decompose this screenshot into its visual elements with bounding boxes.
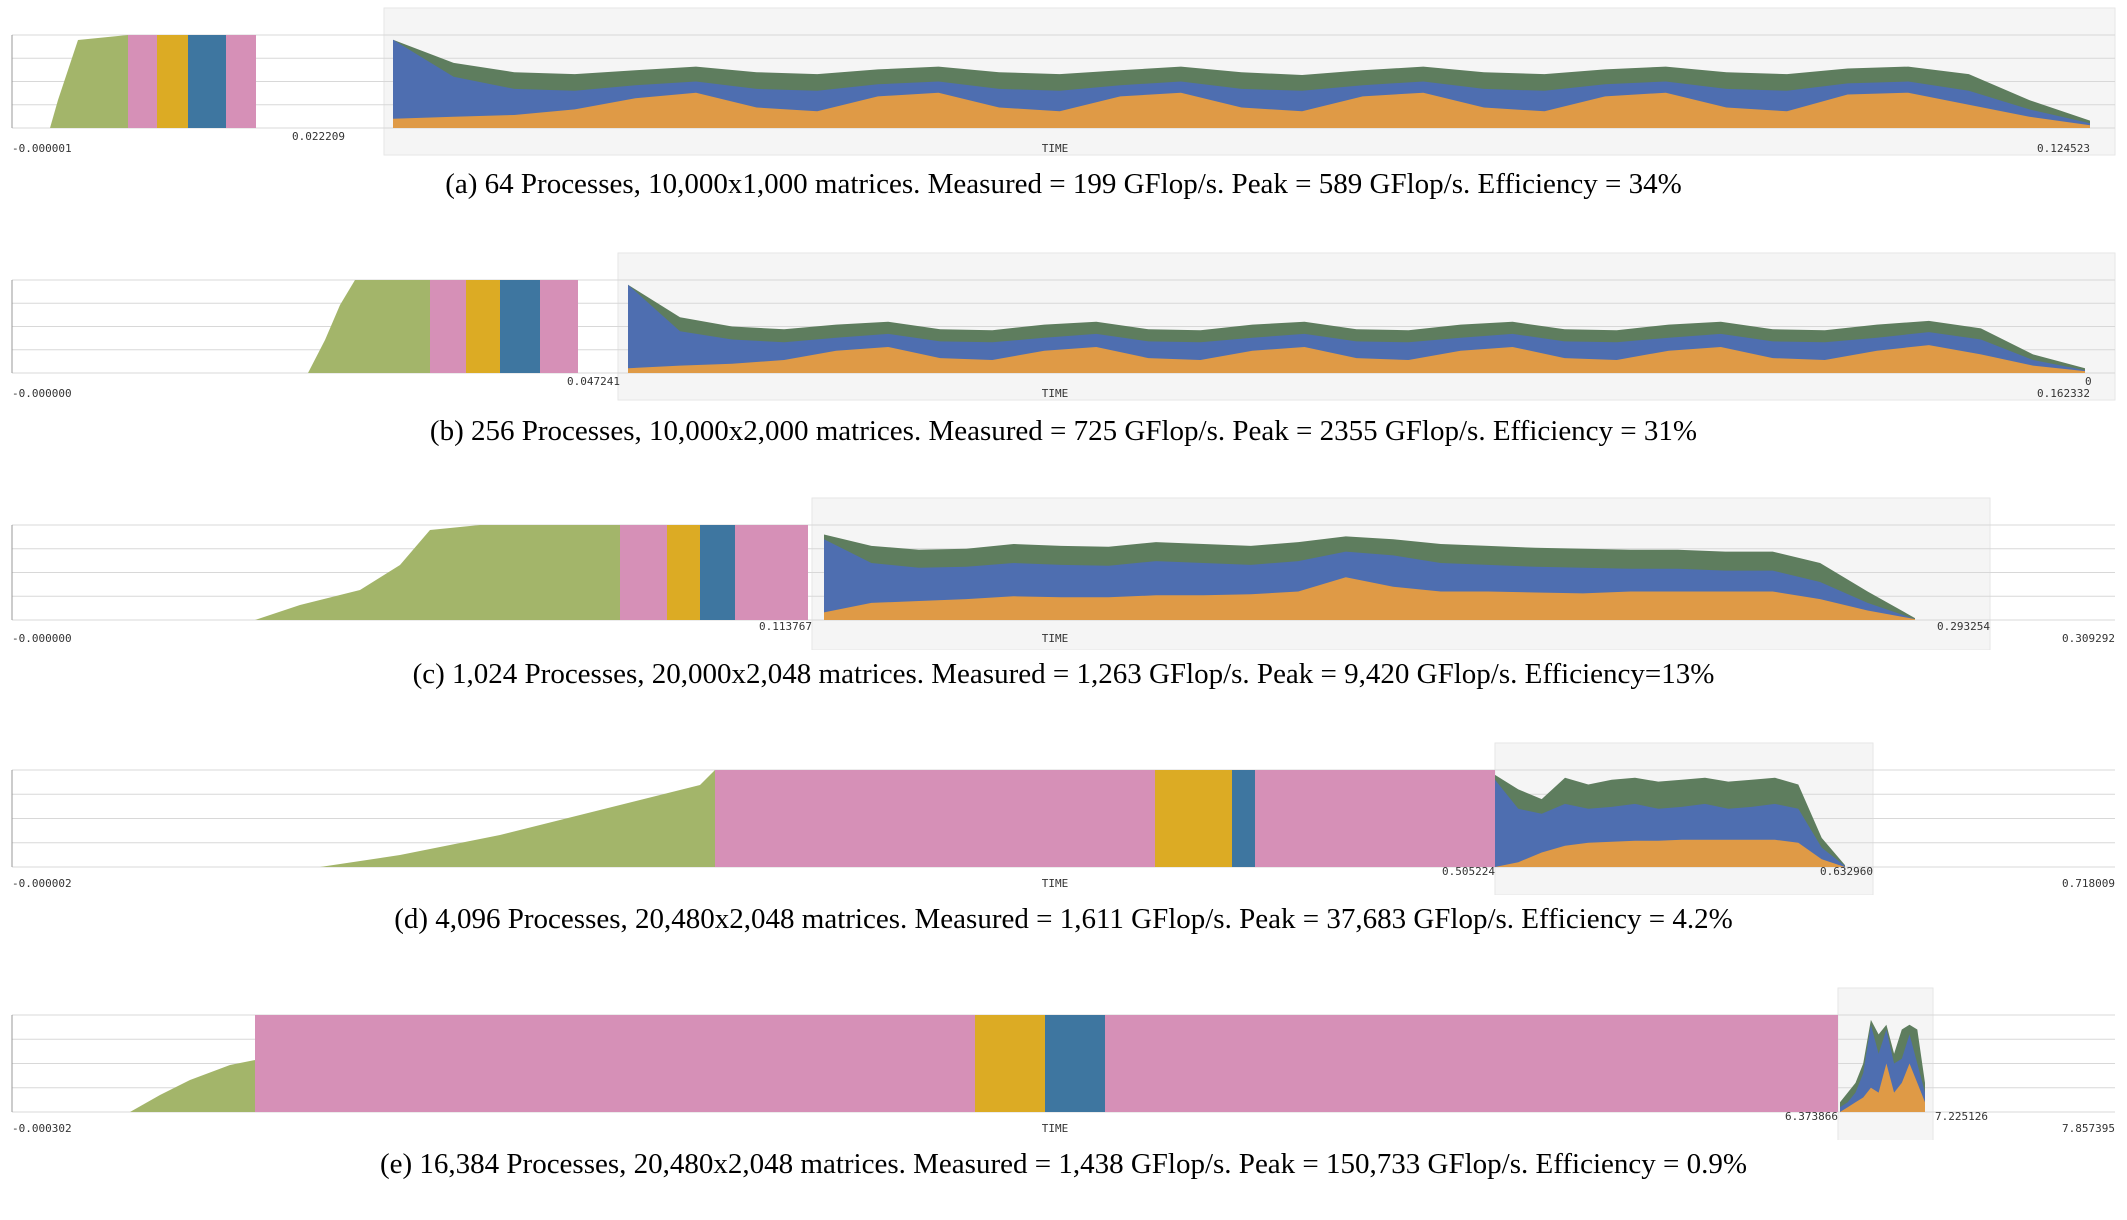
phase-pink <box>620 525 667 620</box>
phase-yellow <box>667 525 700 620</box>
tick-label-start: -0.000001 <box>12 142 72 155</box>
tick-label-split_end: 7.225126 <box>1935 1110 1988 1123</box>
phase-blue <box>1045 1015 1105 1112</box>
phase-pink <box>430 280 466 373</box>
tick-label-split: 0.022209 <box>292 130 345 143</box>
trace-orange-area <box>1840 1063 1925 1112</box>
tick-label-start: -0.000002 <box>12 877 72 890</box>
phase-blue <box>188 35 226 128</box>
phase-ramp <box>50 35 128 128</box>
phase-ramp <box>130 1060 255 1112</box>
phase-yellow <box>975 1015 1045 1112</box>
caption-a: (a) 64 Processes, 10,000x1,000 matrices.… <box>445 168 1682 200</box>
phase-pink <box>128 35 157 128</box>
panel-e: -0.000302 6.373866 7.225126 7.857395 TIME (e… <box>0 980 2127 1220</box>
trace-orange-area <box>393 92 2090 128</box>
tick-label-end: 7.857395 <box>2062 1122 2115 1135</box>
tick-label-start: -0.000000 <box>12 632 72 645</box>
tick-label-split: 6.373866 <box>1785 1110 1838 1123</box>
chart-e: -0.000302 6.373866 7.225126 7.857395 TIME <box>11 987 2115 1140</box>
x-axis-label: TIME <box>1042 387 1069 400</box>
phase-blue <box>700 525 735 620</box>
phase-pink <box>715 770 1155 867</box>
trace-orange-area <box>1495 839 1845 867</box>
x-axis-label: TIME <box>1042 1122 1069 1135</box>
chart-d: -0.000002 0.505224 0.632960 0.718009 TIME <box>11 742 2115 895</box>
tick-label-split: 0.047241 <box>567 375 620 388</box>
caption-d: (d) 4,096 Processes, 20,480x2,048 matric… <box>394 903 1733 935</box>
x-axis-label: TIME <box>1042 877 1069 890</box>
phase-pink <box>226 35 256 128</box>
tick-label-tail: 0 <box>2085 375 2092 388</box>
phase-blue <box>500 280 540 373</box>
phase-ramp <box>255 525 620 620</box>
caption-c: (c) 1,024 Processes, 20,000x2,048 matric… <box>412 658 1715 690</box>
phase-pink <box>1255 770 1495 867</box>
chart-a: -0.000001 0.022209 0.124523 TIME <box>11 7 2116 156</box>
caption-b: (b) 256 Processes, 10,000x2,000 matrices… <box>429 415 1698 447</box>
panel-c: -0.000000 0.113767 0.293254 0.309292 TIME (c… <box>0 490 2127 730</box>
tick-label-split: 0.505224 <box>1442 865 1495 878</box>
phase-pink <box>735 525 808 620</box>
phase-pink <box>1105 1015 1838 1112</box>
phase-pink <box>255 1015 975 1112</box>
tick-label-split_end: 0.632960 <box>1820 865 1873 878</box>
chart-c: -0.000000 0.113767 0.293254 0.309292 TIME <box>11 497 2115 650</box>
phase-yellow <box>466 280 500 373</box>
x-axis-label: TIME <box>1042 142 1069 155</box>
panel-b: -0.000000 0.047241 0.162332 0 TIME (b) 256 P… <box>0 245 2127 485</box>
phase-yellow <box>1155 770 1232 867</box>
panel-d: -0.000002 0.505224 0.632960 0.718009 TIME (d… <box>0 735 2127 975</box>
phase-ramp <box>320 770 715 867</box>
caption-e: (e) 16,384 Processes, 20,480x2,048 matri… <box>379 1148 1748 1180</box>
tick-label-end: 0.718009 <box>2062 877 2115 890</box>
tick-label-split: 0.113767 <box>759 620 812 633</box>
tick-label-end: 0.309292 <box>2062 632 2115 645</box>
x-axis-label: TIME <box>1042 632 1069 645</box>
phase-blue <box>1232 770 1255 867</box>
trace-orange-area <box>628 345 2085 373</box>
tick-label-end: 0.162332 <box>2037 387 2090 400</box>
trace-orange-area <box>824 577 1915 620</box>
tick-label-start: -0.000302 <box>12 1122 72 1135</box>
tick-label-end: 0.124523 <box>2037 142 2090 155</box>
tick-label-start: -0.000000 <box>12 387 72 400</box>
panel-a: -0.000001 0.022209 0.124523 TIME (a) 64 Pro… <box>0 0 2127 240</box>
phase-ramp <box>308 280 430 373</box>
phase-pink <box>540 280 578 373</box>
tick-label-split_end: 0.293254 <box>1937 620 1990 633</box>
phase-yellow <box>157 35 188 128</box>
